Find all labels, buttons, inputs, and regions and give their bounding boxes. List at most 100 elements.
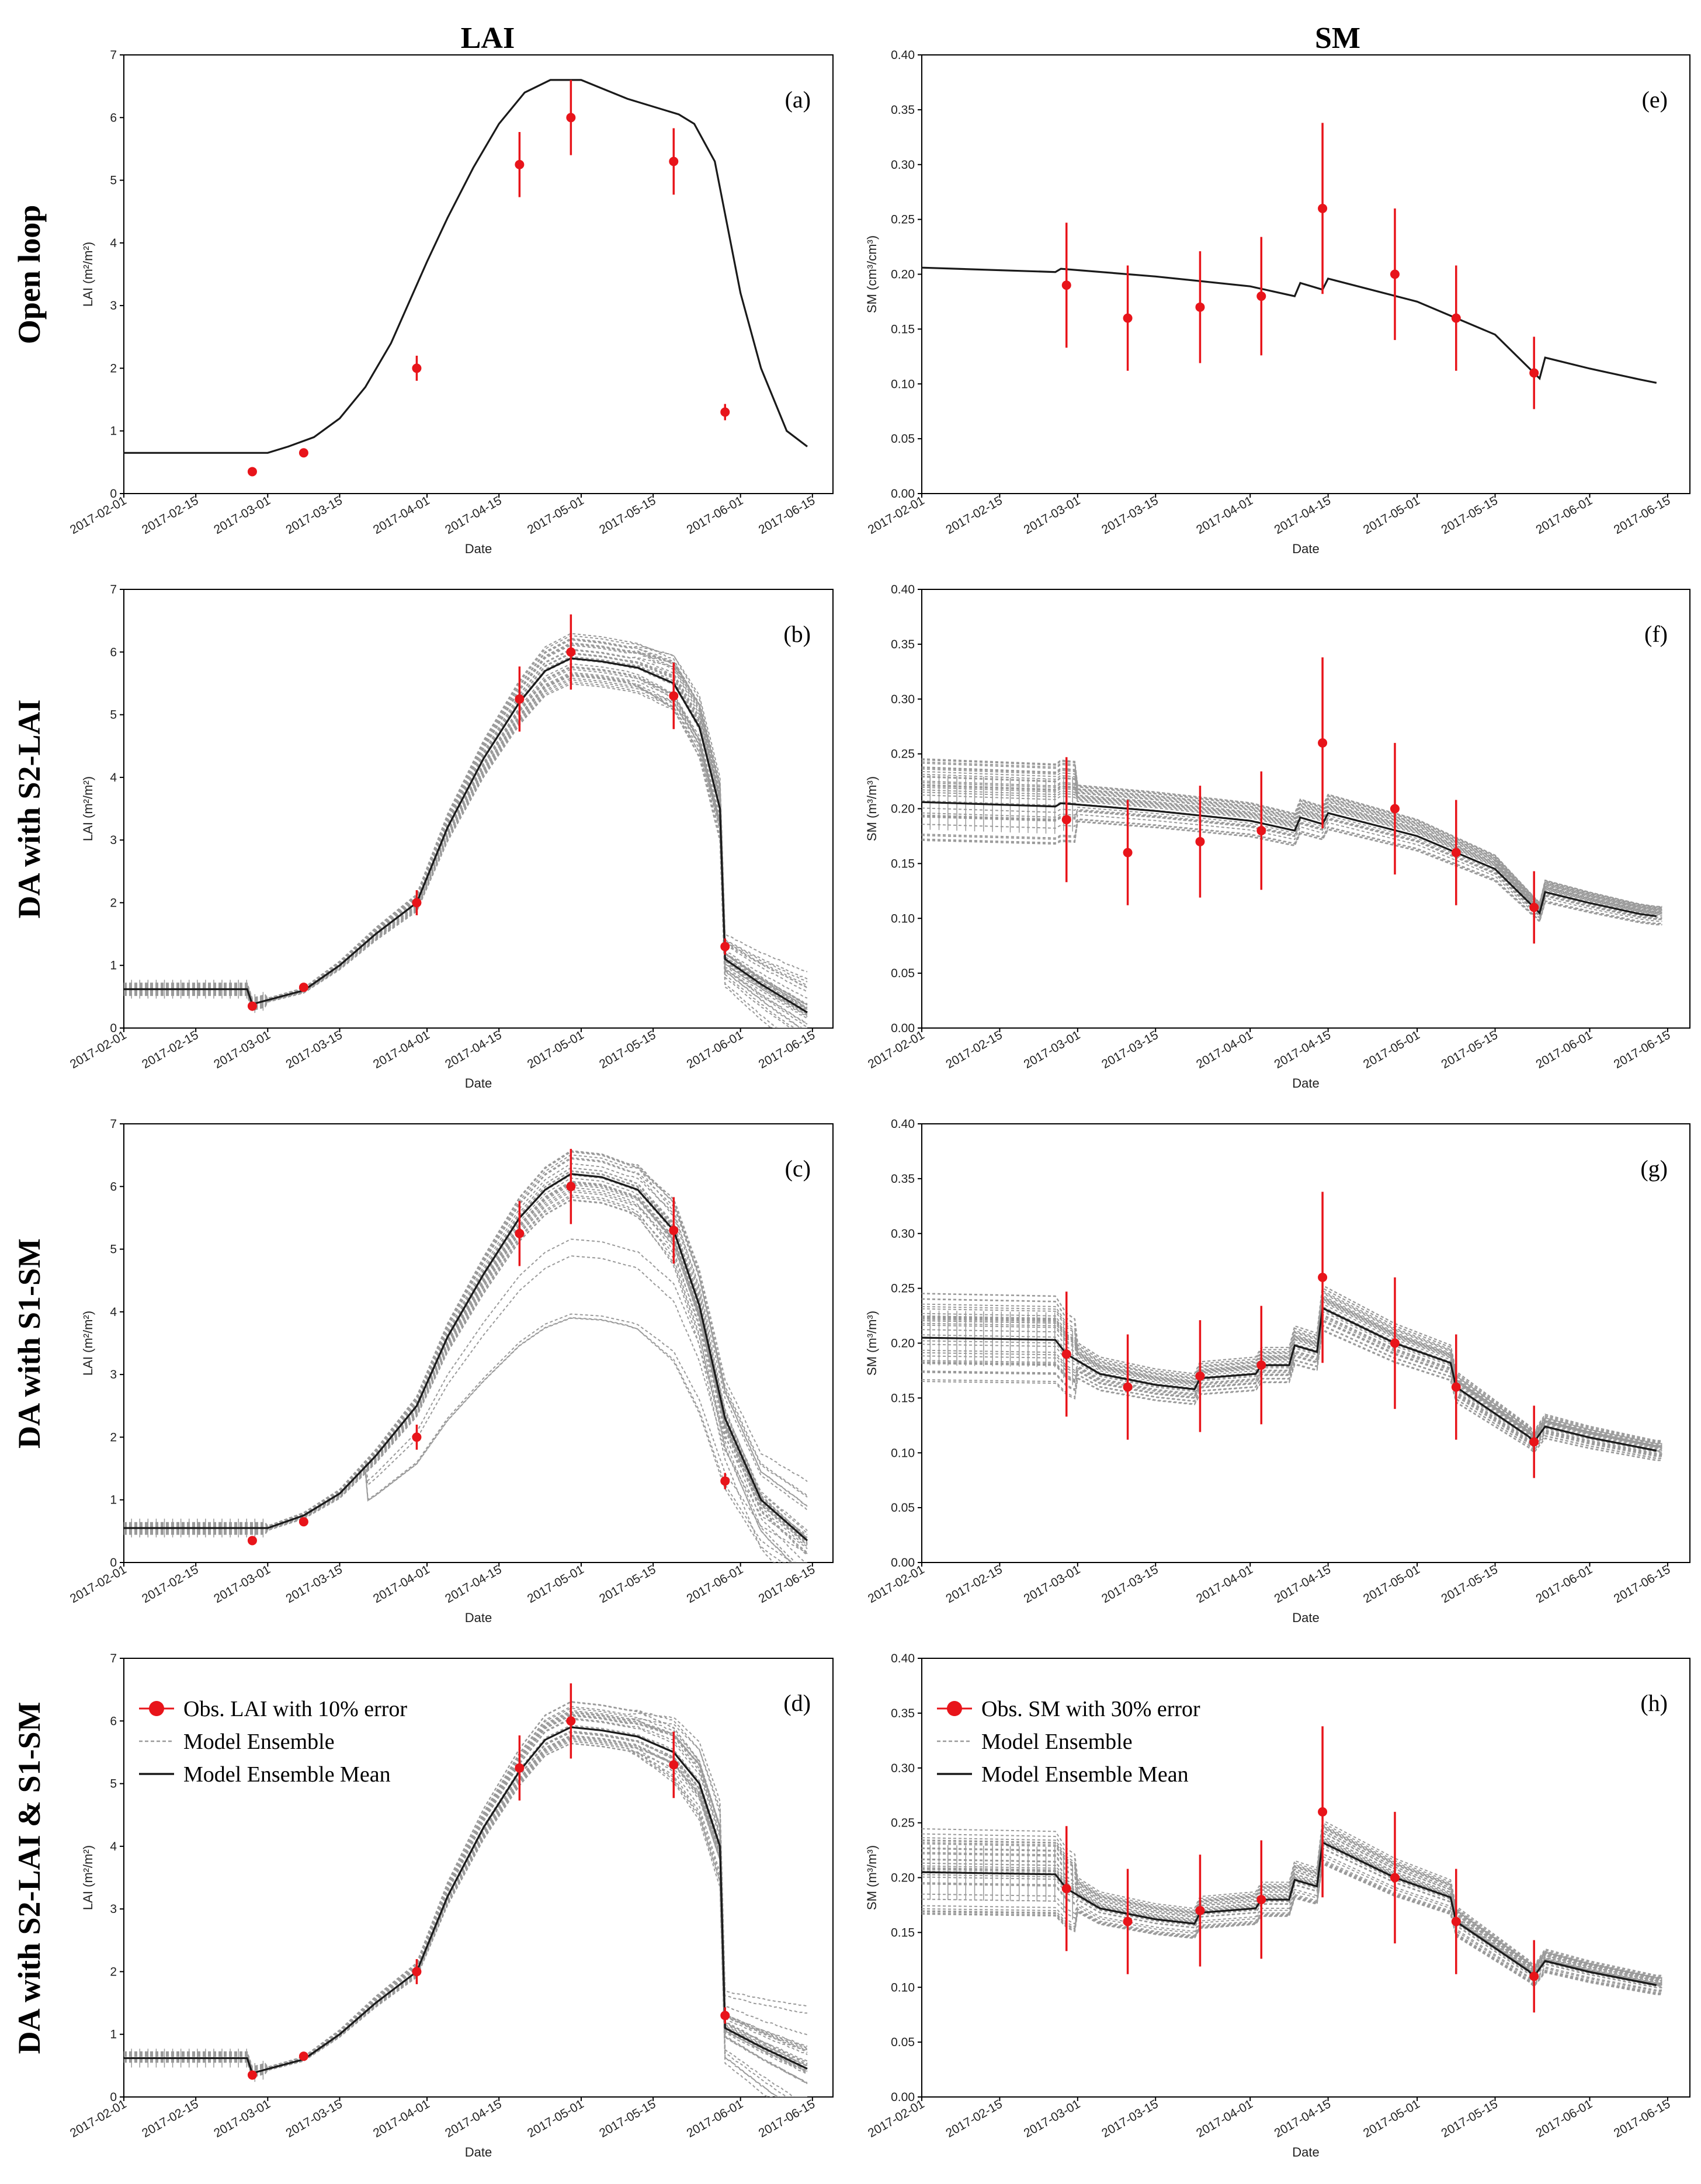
x-axis-title: Date: [1292, 1076, 1319, 1091]
ensemble-member-line: [124, 1170, 808, 1540]
ensemble-mean-line: [124, 79, 808, 454]
x-tick-label: 2017-04-01: [1194, 494, 1255, 537]
ensemble-member-line: [124, 672, 808, 1018]
plot-frame: [123, 1658, 834, 2098]
observation-point: [1451, 848, 1461, 857]
observation-point: [1256, 826, 1266, 836]
y-tick-label: 0.05: [891, 1501, 915, 1515]
x-tick-label: 2017-02-15: [943, 494, 1005, 537]
y-tick-label: 0.20: [891, 268, 915, 282]
observation-point: [1195, 1371, 1205, 1381]
y-tick-label: 6: [110, 1714, 117, 1728]
ensemble-member-line: [124, 652, 808, 1005]
y-tick-label: 3: [110, 1368, 117, 1381]
observation-point: [669, 157, 679, 166]
x-tick-label: 2017-06-01: [685, 2097, 746, 2140]
row-label-da-s2-lai: DA with S2-LAI: [12, 699, 47, 918]
observation-point: [412, 1432, 422, 1442]
observation-point: [1318, 203, 1328, 213]
x-tick-label: 2017-03-15: [1099, 1028, 1161, 1071]
x-tick-label: 2017-05-15: [1439, 2097, 1500, 2140]
ensemble-member-line: [124, 1701, 808, 2068]
observation-point: [1195, 302, 1205, 312]
ensemble-member-line: [124, 655, 808, 1011]
panel-letter: (e): [1642, 86, 1668, 113]
x-tick-label: 2017-04-01: [1194, 2097, 1255, 2140]
legend-obs-marker: [149, 1701, 164, 1716]
column-title-sm: SM: [1315, 22, 1360, 55]
ensemble-member-line: [922, 1298, 1662, 1447]
ensemble-member-line: [922, 1314, 1662, 1454]
observation-point: [1256, 1895, 1266, 1905]
y-axis-title: SM (m³/m³): [865, 1311, 879, 1376]
ensemble-member-line: [922, 762, 1662, 908]
observation-point: [566, 1716, 576, 1726]
series-group: [922, 266, 1657, 384]
x-tick-label: 2017-03-15: [1099, 1563, 1161, 1606]
observation-point: [247, 1536, 257, 1546]
x-tick-label: 2017-06-01: [1533, 1563, 1595, 1606]
y-tick-label: 2: [110, 1430, 117, 1444]
y-tick-label: 0.10: [891, 1446, 915, 1460]
y-axis-title: LAI (m²/m²): [81, 242, 95, 307]
ensemble-member-line: [124, 673, 807, 1028]
x-tick-label: 2017-06-01: [1533, 494, 1595, 537]
observation-point: [720, 1476, 730, 1486]
observation-point: [1256, 1360, 1266, 1370]
x-axis-title: Date: [1292, 541, 1319, 556]
x-tick-label: 2017-05-15: [1439, 494, 1500, 537]
column-title-lai: LAI: [461, 22, 515, 55]
ensemble-member-line: [124, 639, 808, 1001]
ensemble-member-line: [124, 663, 807, 1028]
ensemble-member-line: [124, 658, 808, 1016]
ensemble-member-line: [922, 1822, 1662, 1977]
ensemble-member-line: [124, 1180, 808, 1563]
ensemble-member-line: [124, 642, 808, 1005]
x-tick-label: 2017-04-15: [1272, 494, 1334, 537]
x-axis-title: Date: [465, 2145, 492, 2159]
x-tick-label: 2017-05-01: [525, 1563, 586, 1606]
ensemble-mean-line: [124, 657, 808, 1013]
observation-point: [1390, 1338, 1400, 1348]
ensemble-member-line: [922, 1292, 1662, 1445]
ensemble-member-line: [124, 1196, 807, 1563]
y-tick-label: 5: [110, 174, 117, 188]
observation-point: [247, 467, 257, 477]
ensemble-member-line: [124, 1317, 807, 1563]
ensemble-member-line: [922, 1855, 1662, 1992]
ensemble-member-line: [922, 770, 1662, 910]
y-tick-label: 2: [110, 362, 117, 375]
y-tick-label: 0.40: [891, 1652, 915, 1665]
observation-point: [669, 1225, 679, 1235]
series-group: [124, 1701, 808, 2097]
observation-point: [515, 694, 525, 704]
ensemble-member-line: [922, 820, 1662, 925]
x-tick-label: 2017-06-15: [756, 1028, 818, 1071]
plot-frame: [921, 54, 1690, 494]
ensemble-member-line: [124, 1742, 807, 2097]
ensemble-member-line: [922, 1831, 1662, 1981]
ensemble-member-line: [922, 768, 1662, 909]
panel-letter: (a): [785, 86, 811, 113]
ensemble-member-line: [124, 1163, 808, 1528]
x-tick-label: 2017-05-15: [597, 1563, 658, 1606]
x-tick-label: 2017-03-01: [211, 2097, 273, 2140]
observation-point: [1529, 1437, 1539, 1447]
ensemble-member-line: [922, 1840, 1662, 1985]
ensemble-member-line: [124, 1701, 808, 2068]
observation-point: [1451, 313, 1461, 323]
ensemble-member-line: [922, 1305, 1662, 1451]
y-tick-label: 1: [110, 959, 117, 973]
ensemble-member-line: [124, 1158, 808, 1527]
x-tick-label: 2017-06-01: [685, 494, 746, 537]
x-tick-label: 2017-03-15: [1099, 494, 1161, 537]
x-tick-label: 2017-02-15: [140, 2097, 201, 2140]
x-tick-label: 2017-06-01: [685, 1563, 746, 1606]
series-group: [922, 1284, 1662, 1461]
row-label-open-loop: Open loop: [12, 205, 47, 345]
x-tick-label: 2017-03-15: [283, 1028, 345, 1071]
x-tick-label: 2017-05-15: [597, 494, 658, 537]
ensemble-member-line: [124, 1182, 808, 1546]
